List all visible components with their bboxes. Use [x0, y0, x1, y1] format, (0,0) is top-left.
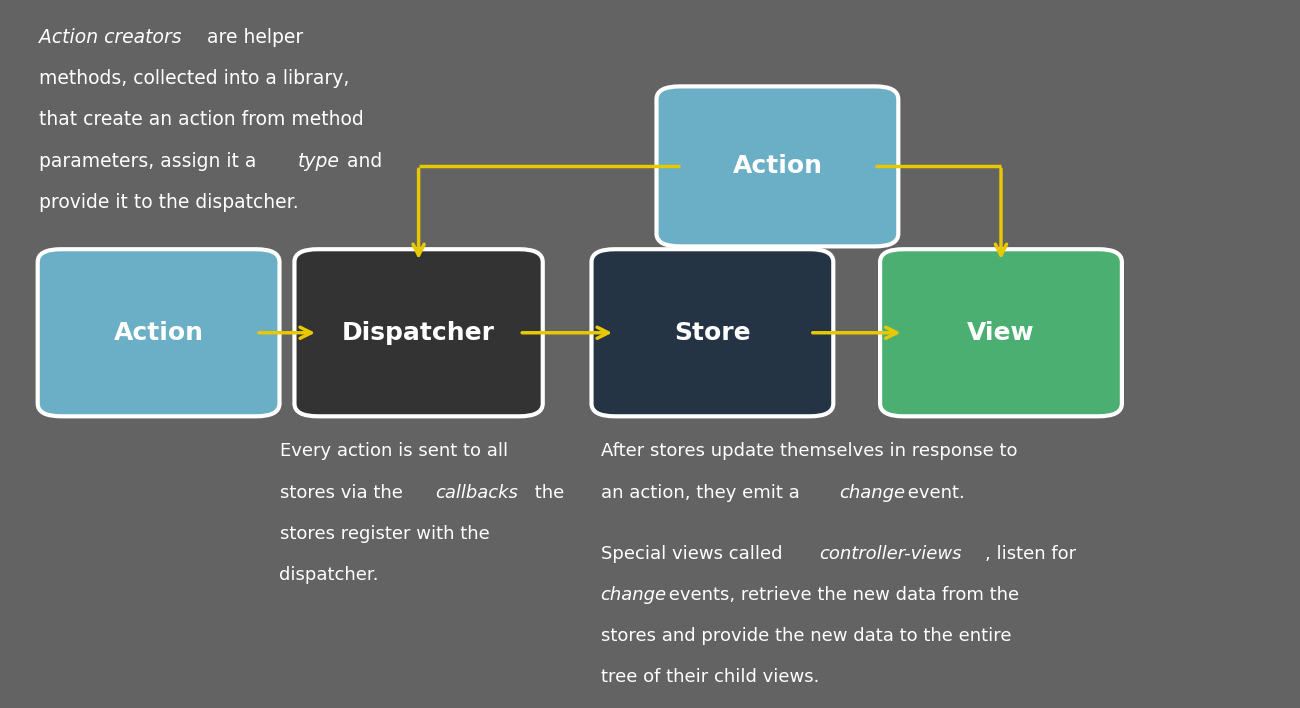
Text: Action: Action: [113, 321, 204, 345]
Text: controller-views: controller-views: [819, 545, 962, 563]
Text: Special views called: Special views called: [601, 545, 788, 563]
Text: Dispatcher: Dispatcher: [342, 321, 495, 345]
Text: change: change: [601, 586, 667, 604]
Text: Action: Action: [732, 154, 823, 178]
Text: dispatcher.: dispatcher.: [280, 566, 380, 583]
Text: events, retrieve the new data from the: events, retrieve the new data from the: [663, 586, 1019, 604]
Text: are helper: are helper: [202, 28, 303, 47]
Text: Store: Store: [675, 321, 750, 345]
Text: parameters, assign it a: parameters, assign it a: [39, 152, 263, 171]
Text: View: View: [967, 321, 1035, 345]
Text: stores register with the: stores register with the: [280, 525, 489, 542]
Text: and: and: [341, 152, 382, 171]
FancyBboxPatch shape: [294, 249, 543, 416]
Text: callbacks: callbacks: [436, 484, 519, 501]
Text: Action creators: Action creators: [39, 28, 182, 47]
Text: event.: event.: [902, 484, 965, 501]
Text: stores via the: stores via the: [280, 484, 408, 501]
Text: tree of their child views.: tree of their child views.: [601, 668, 819, 686]
FancyBboxPatch shape: [880, 249, 1122, 416]
Text: methods, collected into a library,: methods, collected into a library,: [39, 69, 350, 88]
Text: provide it to the dispatcher.: provide it to the dispatcher.: [39, 193, 299, 212]
Text: the: the: [529, 484, 564, 501]
Text: After stores update themselves in response to: After stores update themselves in respon…: [601, 442, 1017, 460]
Text: change: change: [840, 484, 906, 501]
FancyBboxPatch shape: [592, 249, 833, 416]
Text: , listen for: , listen for: [985, 545, 1076, 563]
FancyBboxPatch shape: [656, 86, 898, 246]
Text: type: type: [298, 152, 339, 171]
FancyBboxPatch shape: [38, 249, 280, 416]
Text: Every action is sent to all: Every action is sent to all: [280, 442, 507, 460]
Text: an action, they emit a: an action, they emit a: [601, 484, 805, 501]
Text: that create an action from method: that create an action from method: [39, 110, 364, 130]
Text: stores and provide the new data to the entire: stores and provide the new data to the e…: [601, 627, 1011, 645]
